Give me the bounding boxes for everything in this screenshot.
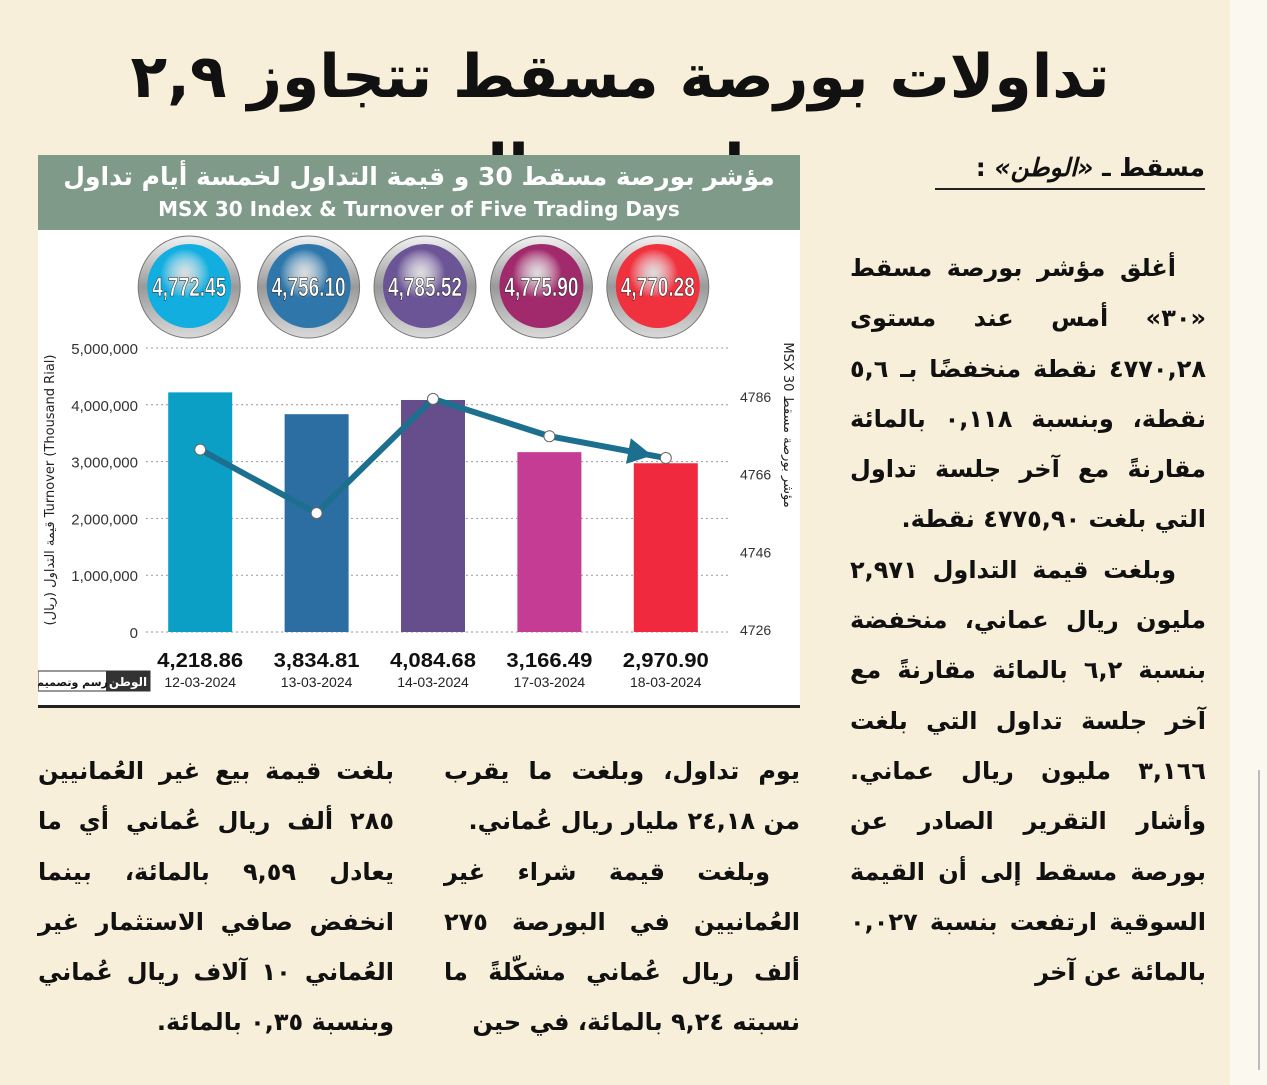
bar [168, 392, 233, 632]
index-badge [499, 244, 584, 328]
credit-brand: الوطن [109, 675, 147, 690]
y-left-axis-title: قيمة التداول (ريال) Turnover (Thousand R… [43, 355, 58, 626]
dateline-city: مسقط ـ [1102, 153, 1205, 182]
index-badge-value: 4,775.90 [504, 272, 578, 302]
index-point [194, 443, 207, 456]
infographic-title-ar: مؤشر بورصة مسقط 30 و قيمة التداول لخمسة … [63, 162, 775, 191]
article-column-middle: يوم تداول، وبلغت ما يقرب من ٢٤,١٨ مليار … [444, 746, 800, 1048]
y-right-axis-title: MSX 30 مؤشر بورصة مسقط [780, 342, 795, 507]
paragraph: يوم تداول، وبلغت ما يقرب من ٢٤,١٨ مليار … [444, 757, 800, 836]
y-left-tick-label: 1,000,000 [71, 568, 138, 585]
column-rule [1258, 770, 1260, 1070]
x-tick-label: 17-03-2024 [514, 674, 586, 690]
paragraph: بلغت قيمة بيع غير العُمانيين ٢٨٥ ألف ريا… [38, 757, 394, 1037]
headline: تداولات بورصة مسقط تتجاوز ٢,٩ مليون ريال [130, 42, 1111, 202]
x-tick-label: 13-03-2024 [281, 674, 353, 690]
index-badge [147, 244, 232, 328]
index-badge [383, 244, 467, 328]
y-right-tick-label: 4726 [740, 622, 771, 638]
bar [633, 463, 698, 632]
bar [401, 399, 465, 632]
paragraph: وبلغت قيمة التداول ٢,٩٧١ مليون ريال عمان… [850, 555, 1206, 987]
credit-brand-box [106, 671, 150, 691]
turnover-index-chart: 0 1,000,000 2,000,000 3,000,000 4,000,000 5,0… [38, 235, 795, 692]
index-badge-value: 4,770.28 [621, 272, 695, 302]
index-badge-value: 4,756.10 [272, 272, 346, 302]
index-badge-value: 4,772.45 [152, 272, 226, 302]
bar-value-label: 4,084.68 [390, 650, 476, 672]
infographic-title-en: MSX 30 Index & Turnover of Five Trading … [158, 197, 680, 221]
index-point [659, 452, 672, 465]
article-column-right: أغلق مؤشر بورصة مسقط «٣٠» أمس عند مستوى … [850, 243, 1206, 997]
bar-value-label: 3,834.81 [274, 650, 360, 672]
bar-value-label: 2,970.90 [623, 650, 709, 672]
y-right-tick-label: 4766 [740, 467, 771, 483]
paragraph: وبلغت قيمة شراء غير العُمانيين في البورص… [444, 857, 800, 1037]
y-left-tick-label: 3,000,000 [71, 455, 138, 472]
bar-value-label: 4,218.86 [157, 650, 243, 672]
index-badge [615, 244, 700, 328]
bar [284, 414, 349, 632]
y-left-tick-label: 2,000,000 [71, 511, 138, 528]
dateline-colon: : [975, 153, 986, 182]
y-right-tick-label: 4786 [740, 389, 771, 405]
dateline-brand: «الوطن» [994, 153, 1094, 182]
page-edge [1230, 0, 1267, 1085]
index-point [427, 392, 439, 405]
index-point [543, 430, 556, 443]
infographic-header: مؤشر بورصة مسقط 30 و قيمة التداول لخمسة … [38, 155, 800, 230]
y-left-tick-label: 0 [130, 625, 138, 642]
bar [517, 452, 582, 632]
index-point [310, 507, 323, 520]
paragraph: أغلق مؤشر بورصة مسقط «٣٠» أمس عند مستوى … [850, 254, 1207, 534]
dateline: مسقط ـ «الوطن» : [935, 148, 1205, 190]
index-line-arrow-head [626, 438, 653, 464]
y-right-tick-label: 4746 [740, 544, 771, 560]
x-tick-label: 18-03-2024 [630, 674, 702, 690]
infographic: مؤشر بورصة مسقط 30 و قيمة التداول لخمسة … [38, 155, 800, 708]
article-column-left: بلغت قيمة بيع غير العُمانيين ٢٨٥ ألف ريا… [38, 746, 394, 1048]
index-badge-value: 4,785.52 [388, 272, 462, 302]
x-tick-label: 14-03-2024 [397, 674, 469, 690]
y-left-tick-label: 4,000,000 [71, 398, 138, 415]
y-left-tick-label: 5,000,000 [71, 341, 138, 358]
credit-label: رسم وتصميم [38, 676, 108, 689]
index-badge [266, 244, 351, 328]
x-tick-label: 12-03-2024 [164, 674, 236, 690]
bar-value-label: 3,166.49 [506, 650, 592, 672]
